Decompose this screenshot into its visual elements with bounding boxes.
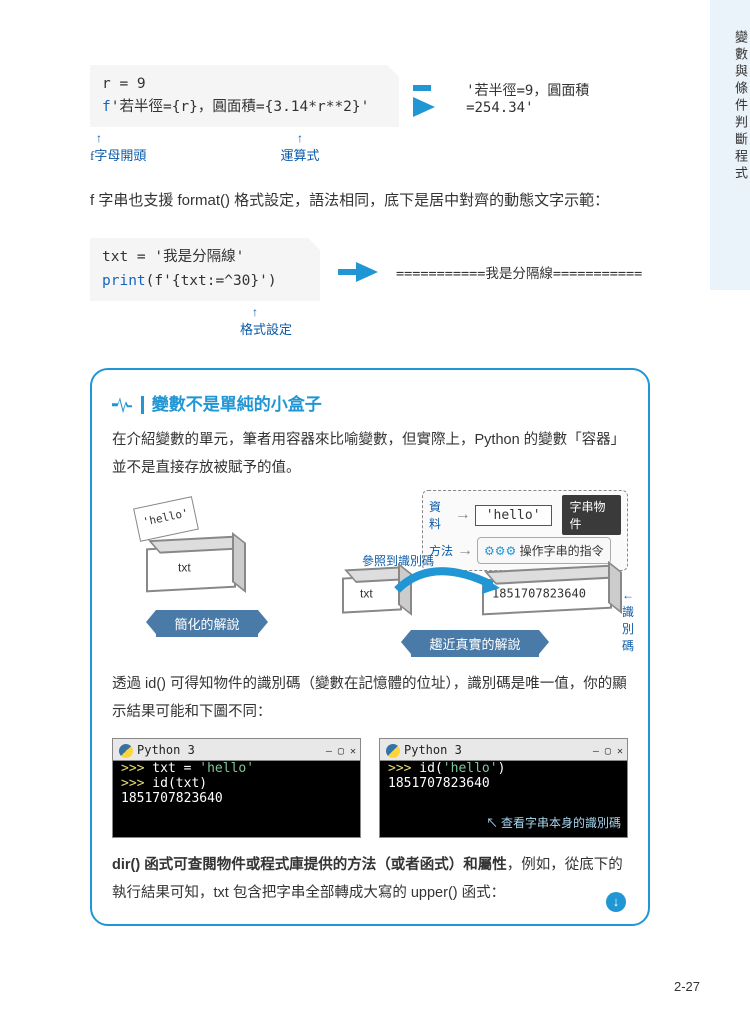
code-example-1: r = 9 f'若半徑={r}，圓面積={3.14*r**2}' '若半徑=9，… <box>90 65 650 164</box>
diagram-left: 'hello' txt 簡化的解說 <box>112 502 302 657</box>
method-box: ⚙⚙⚙ 操作字串的指令 <box>477 537 611 564</box>
terminal-titlebar: Python 3 — ▢ ✕ <box>113 739 360 761</box>
code-line: txt = '我是分隔線' <box>102 246 308 269</box>
ribbon-label: 趨近真實的解說 <box>411 630 538 657</box>
f-string-body: '若半徑={r}，圓面積={3.14*r**2}' <box>111 99 370 115</box>
handwritten-note: ↖ 查看字串本身的識別碼 <box>486 814 621 831</box>
annotation: 格式設定 <box>240 319 650 338</box>
id-value: 1851707823640 <box>492 587 586 601</box>
annotation: 運算式 <box>280 145 320 164</box>
code-line: print(f'{txt:=^30}') <box>102 270 308 293</box>
code-line: r = 9 <box>102 73 387 96</box>
annotation: f字母開頭 <box>90 145 180 164</box>
terminal-title: Python 3 <box>404 743 462 757</box>
f-prefix: f <box>102 99 111 115</box>
bold-text: dir() 函式可查閱物件或程式庫提供的方法（或者函式）和屬性 <box>112 857 507 873</box>
terminal-1: Python 3 — ▢ ✕ >>> txt = 'hello' >>> id(… <box>112 738 361 838</box>
code-line: f'若半徑={r}，圓面積={3.14*r**2}' <box>102 96 387 119</box>
terminal-row: Python 3 — ▢ ✕ >>> txt = 'hello' >>> id(… <box>112 738 628 838</box>
python-icon <box>119 744 133 758</box>
code-example-2: txt = '我是分隔線' print(f'{txt:=^30}') =====… <box>90 238 650 337</box>
code-block-1: r = 9 f'若半徑={r}，圓面積={3.14*r**2}' <box>90 65 399 127</box>
page-content: r = 9 f'若半徑={r}，圓面積={3.14*r**2}' '若半徑=9，… <box>0 0 710 956</box>
arrow-icon <box>338 262 378 282</box>
print-args: (f'{txt:=^30}') <box>146 273 277 289</box>
callout-paragraph: dir() 函式可查閱物件或程式庫提供的方法（或者函式）和屬性，例如，從底下的執… <box>112 852 628 907</box>
data-value: 'hello' <box>475 505 552 526</box>
arrow-up-icon: ↑ <box>280 131 320 145</box>
callout-paragraph: 在介紹變數的單元，筆者用容器來比喻變數，但實際上，Python 的變數「容器」並… <box>112 427 628 482</box>
box-3d: 1851707823640 <box>482 573 612 616</box>
code-block-2: txt = '我是分隔線' print(f'{txt:=^30}') <box>90 238 320 300</box>
method-text: 操作字串的指令 <box>520 544 604 558</box>
concept-diagram: 'hello' txt 簡化的解說 資料 → 'hell <box>112 502 628 657</box>
object-tag: 字串物件 <box>562 495 621 535</box>
code-output: '若半徑=9，圓面積=254.34' <box>466 80 650 116</box>
terminal-line: 1851707823640 <box>121 791 360 806</box>
terminal-titlebar: Python 3 — ▢ ✕ <box>380 739 627 761</box>
callout-title-text: 變數不是單純的小盒子 <box>152 395 322 414</box>
callout-title: 變數不是單純的小盒子 <box>112 390 628 416</box>
body-paragraph: f 字串也支援 format() 格式設定，語法相同，底下是居中對齊的動態文字示… <box>90 186 650 216</box>
ribbon-label: 簡化的解說 <box>156 610 257 637</box>
box-3d: txt <box>342 575 402 614</box>
chapter-side-tab: 變數與條件判斷程式 <box>710 0 750 290</box>
label: 資料 <box>429 498 451 532</box>
terminal-2: Python 3 — ▢ ✕ >>> id('hello') 185170782… <box>379 738 628 838</box>
python-icon <box>386 744 400 758</box>
callout-paragraph: 透過 id() 可得知物件的識別碼（變數在記憶體的位址），識別碼是唯一值，你的顯… <box>112 671 628 726</box>
arrow-icon <box>413 79 452 117</box>
annotation: ←識別碼 <box>622 588 634 654</box>
continue-down-icon: ↓ <box>606 892 626 912</box>
page-number: 2-27 <box>674 979 700 994</box>
string-object-box: 資料 → 'hello' 字串物件 方法 → ⚙⚙⚙ 操作字串的指令 <box>422 490 628 571</box>
terminal-line: >>> id(txt) <box>121 776 360 791</box>
terminal-line: 1851707823640 <box>388 776 627 791</box>
box-label: txt <box>178 561 191 575</box>
print-func: print <box>102 273 146 289</box>
window-buttons[interactable]: — ▢ ✕ <box>326 741 356 763</box>
box-label: txt <box>360 587 373 601</box>
terminal-title: Python 3 <box>137 743 195 757</box>
terminal-line: >>> id('hello') <box>388 761 627 776</box>
diagram-right: 資料 → 'hello' 字串物件 方法 → ⚙⚙⚙ 操作字串的指令 <box>322 502 628 657</box>
box-3d: txt <box>146 544 236 593</box>
paper-label: 'hello' <box>133 496 199 542</box>
window-buttons[interactable]: — ▢ ✕ <box>593 741 623 763</box>
terminal-line: >>> txt = 'hello' <box>121 761 360 776</box>
callout-box: 變數不是單純的小盒子 在介紹變數的單元，筆者用容器來比喻變數，但實際上，Pyth… <box>90 368 650 926</box>
arrow-up-icon: ↑ <box>240 305 270 319</box>
code-output: ===========我是分隔線=========== <box>396 262 642 282</box>
arrow-up-icon: ↑ <box>94 131 104 145</box>
